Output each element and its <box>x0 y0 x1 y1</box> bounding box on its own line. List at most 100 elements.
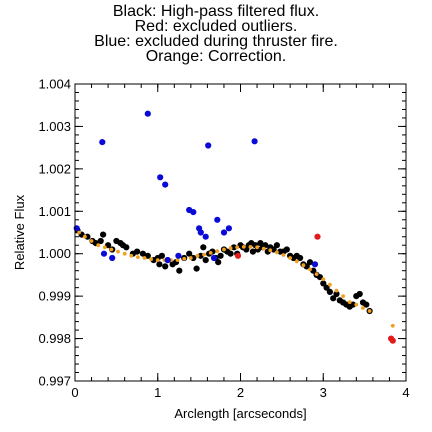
orange-point <box>255 245 259 250</box>
blue-point <box>202 233 209 240</box>
black-point <box>316 274 323 281</box>
orange-point <box>83 234 87 239</box>
black-point <box>176 267 183 274</box>
orange-point <box>182 256 187 261</box>
orange-point <box>367 309 372 313</box>
orange-point <box>275 250 279 255</box>
x-tick-label: 2 <box>237 385 244 400</box>
blue-point <box>251 138 258 145</box>
orange-point <box>241 245 246 249</box>
y-tick-label: 0.998 <box>38 331 71 346</box>
orange-point <box>142 256 147 260</box>
orange-point <box>175 258 180 262</box>
black-point <box>134 248 141 255</box>
black-point <box>297 254 304 262</box>
orange-point <box>268 248 273 253</box>
blue-point <box>311 261 319 268</box>
blue-point <box>162 181 169 188</box>
tick-labels: 0 1 2 3 4 0.997 0.998 0.999 1.000 1.001 1.002 1.003… <box>38 77 409 401</box>
black-point <box>193 265 200 272</box>
orange-point <box>188 256 193 260</box>
orange-point <box>222 247 226 252</box>
black-point <box>333 290 340 298</box>
orange-point <box>109 247 114 252</box>
black-point <box>123 244 130 251</box>
orange-point <box>390 323 395 328</box>
blue-point <box>164 257 171 264</box>
orange-point <box>328 282 332 287</box>
chart-title: Black: High-pass filtered flux. Red: exc… <box>0 4 432 65</box>
orange-point <box>149 257 154 262</box>
blue-point <box>144 110 151 117</box>
y-axis-label: Relative Flux <box>12 194 27 270</box>
blue-point <box>190 209 197 216</box>
black-point <box>139 250 146 257</box>
blue-point <box>205 142 212 149</box>
title-line-blue: Blue: excluded during thruster fire. <box>94 33 338 50</box>
orange-point <box>347 300 352 304</box>
black-point <box>323 284 330 291</box>
black-point <box>349 301 357 308</box>
orange-point <box>208 251 213 255</box>
red-point <box>314 233 321 240</box>
black-point <box>306 259 314 266</box>
black-point <box>186 250 193 257</box>
plot-frame <box>74 83 407 382</box>
x-tick-label: 1 <box>154 385 161 400</box>
blue-point <box>214 216 221 223</box>
x-tick-label: 4 <box>402 385 409 400</box>
y-tick-label: 1.002 <box>38 161 71 176</box>
data-points <box>73 110 396 344</box>
orange-point <box>102 245 107 250</box>
axis-ticks <box>74 83 407 382</box>
orange-point <box>129 253 134 258</box>
orange-point <box>314 272 319 276</box>
orange-point <box>288 256 292 260</box>
blue-point <box>225 225 232 232</box>
x-tick-label: 0 <box>71 385 78 400</box>
orange-point <box>361 306 365 310</box>
black-point <box>326 288 333 295</box>
black-point <box>249 248 256 255</box>
black-point <box>200 244 207 251</box>
red-point <box>389 337 396 344</box>
y-tick-label: 0.999 <box>38 289 71 304</box>
black-point <box>330 295 337 302</box>
orange-point <box>215 249 220 254</box>
black-point <box>363 301 370 308</box>
orange-point <box>96 243 101 248</box>
blue-point <box>100 250 108 257</box>
black-point <box>283 246 290 253</box>
blue-point <box>99 139 106 146</box>
orange-point <box>321 277 326 282</box>
black-point <box>156 261 163 268</box>
orange-point <box>308 267 312 272</box>
orange-point <box>235 245 240 250</box>
orange-point <box>354 302 359 307</box>
y-tick-label: 1.001 <box>38 204 71 219</box>
black-point <box>158 252 165 259</box>
y-tick-label: 0.997 <box>38 374 71 389</box>
x-axis-label: Arclength [arcseconds] <box>174 406 306 421</box>
black-point <box>356 290 363 298</box>
y-tick-label: 1.000 <box>38 246 71 261</box>
black-point <box>227 250 234 257</box>
blue-point <box>210 254 218 262</box>
orange-point <box>248 245 253 249</box>
orange-point <box>281 253 286 257</box>
black-point <box>162 263 169 270</box>
blue-point <box>175 252 182 259</box>
black-point <box>273 242 280 249</box>
title-line-red: Red: excluded outliers. <box>134 18 298 35</box>
orange-point <box>122 251 127 256</box>
orange-point <box>89 239 94 243</box>
orange-point <box>155 258 160 262</box>
orange-point <box>261 246 266 251</box>
orange-point <box>228 246 233 251</box>
x-tick-label: 3 <box>320 385 327 400</box>
orange-point <box>77 230 81 235</box>
orange-point <box>301 263 306 268</box>
black-point <box>217 252 224 259</box>
black-point <box>320 280 327 287</box>
blue-point <box>197 229 204 236</box>
